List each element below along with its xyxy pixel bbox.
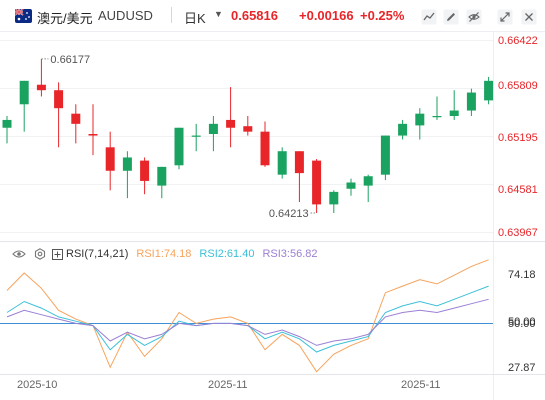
rsi-tick-label: 27.87: [508, 362, 536, 374]
candlestick-series: [2, 58, 494, 213]
header-divider: [171, 7, 172, 23]
chevron-down-icon[interactable]: ▼: [214, 9, 223, 19]
time-tick-label: 2025-10: [17, 379, 58, 391]
candle-body: [380, 135, 390, 175]
last-price: 0.65816: [231, 8, 278, 23]
candle-body: [71, 113, 81, 124]
pair-name: 澳元/美元: [37, 11, 93, 26]
eye-icon[interactable]: [12, 249, 26, 259]
rsi-tick-label: 74.18: [508, 269, 536, 281]
candle-body: [2, 119, 12, 128]
low-annotation-label: 0.64213: [269, 208, 309, 220]
high-annotation-label: 0.66177: [50, 54, 90, 66]
line-chart-icon[interactable]: [421, 9, 437, 25]
rsi2-value: RSI2:61.40: [199, 248, 255, 260]
rsi-legend: RSI(7,14,21) RSI1:74.18 RSI2:61.40 RSI3:…: [12, 246, 318, 262]
candle-body: [312, 160, 322, 205]
candle-body: [88, 134, 98, 136]
eye-off-icon[interactable]: [466, 9, 482, 25]
symbol-code: AUDUSD: [98, 8, 153, 23]
candle-body: [466, 92, 476, 111]
candle-body: [36, 84, 46, 91]
candle-body: [346, 182, 356, 189]
candle-body: [243, 126, 253, 132]
rsi-tick-label: 50.00: [508, 318, 536, 330]
candle-body: [260, 131, 270, 166]
price-change-percent: +0.25%: [360, 8, 405, 23]
indicator-box-icon[interactable]: [52, 248, 63, 260]
rsi1-value: RSI1:74.18: [136, 248, 192, 260]
grid-lines: [0, 40, 493, 233]
draw-pen-icon[interactable]: [443, 9, 459, 25]
candle-body: [226, 119, 236, 128]
close-icon[interactable]: [521, 9, 537, 25]
candle-body: [363, 176, 373, 186]
candle-body: [415, 113, 425, 126]
quote-header: 澳元/美元 AUDUSD 日K ▼ 0.65816 +0.00166 +0.25…: [0, 0, 545, 32]
price-tick-label: 0.66422: [498, 35, 538, 47]
candle-body: [122, 157, 132, 171]
settings-icon[interactable]: [34, 248, 46, 260]
rsi-tick-label: 50.00: [508, 316, 536, 328]
candle-body: [105, 147, 115, 171]
candle-body: [484, 80, 494, 101]
time-tick-label: 2025-11: [208, 379, 248, 391]
time-tick-label: 2025-11: [401, 379, 441, 391]
candle-body: [329, 191, 339, 205]
extreme-annotations: 0.66177 0.64213: [41, 54, 317, 220]
candle-body: [19, 80, 29, 105]
expand-icon[interactable]: [497, 9, 513, 25]
candle-body: [54, 90, 64, 109]
rsi-indicator-name[interactable]: RSI(7,14,21): [66, 248, 129, 260]
candle-body: [432, 116, 442, 118]
price-tick-label: 0.64581: [498, 184, 538, 196]
rsi-line-rsi2: [6, 285, 489, 353]
price-tick-label: 0.65809: [498, 80, 538, 92]
candle-body: [140, 160, 150, 181]
rsi-line-rsi3: [6, 298, 489, 346]
period-selector[interactable]: 日K: [184, 11, 206, 26]
candle-body: [294, 151, 304, 174]
price-tick-label: 0.65195: [498, 132, 538, 144]
candle-body: [157, 166, 167, 186]
rsi-line-rsi1: [6, 259, 489, 373]
price-tick-label: 0.63967: [498, 227, 538, 239]
rsi-series: [0, 259, 493, 373]
candle-body: [191, 135, 201, 137]
candle-body: [277, 151, 287, 175]
price-change: +0.00166: [299, 8, 354, 23]
rsi3-value: RSI3:56.82: [262, 248, 318, 260]
candle-body: [174, 127, 184, 166]
candle-body: [398, 123, 408, 136]
candle-body: [208, 123, 218, 135]
australia-flag-icon: [15, 9, 32, 23]
candle-body: [449, 110, 459, 117]
